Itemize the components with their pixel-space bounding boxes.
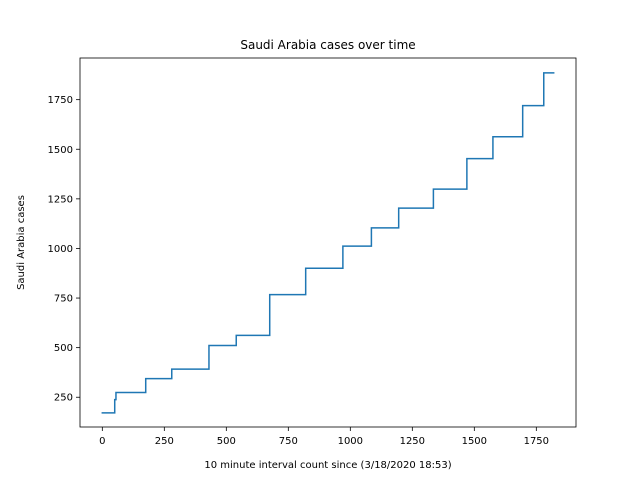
y-axis-label: Saudi Arabia cases — [16, 195, 27, 290]
x-tick-label: 1750 — [524, 436, 549, 447]
y-axis: 250 500 750 1000 1250 1500 1750 — [48, 95, 80, 404]
y-tick-label: 1500 — [48, 145, 73, 156]
x-axis-label: 10 minute interval count since (3/18/202… — [204, 460, 451, 471]
plot-frame — [79, 57, 577, 428]
y-tick-label: 250 — [54, 393, 73, 404]
x-tick-label: 250 — [155, 436, 174, 447]
y-tick-label: 500 — [54, 343, 73, 354]
x-tick-label: 1250 — [400, 436, 425, 447]
x-tick-label: 500 — [217, 436, 236, 447]
series-line-0 — [101, 72, 555, 414]
x-tick-label: 750 — [279, 436, 298, 447]
plot-area — [101, 72, 555, 414]
x-tick-label: 1000 — [338, 436, 363, 447]
y-tick-label: 1750 — [48, 95, 73, 106]
x-axis: 0 250 500 750 1000 1250 1500 1750 — [99, 427, 549, 447]
x-tick-label: 1500 — [462, 436, 487, 447]
y-tick-label: 750 — [54, 294, 73, 305]
chart-title: Saudi Arabia cases over time — [240, 38, 415, 52]
y-tick-label: 1250 — [48, 194, 73, 205]
y-tick-label: 1000 — [48, 244, 73, 255]
x-tick-label: 0 — [99, 436, 105, 447]
